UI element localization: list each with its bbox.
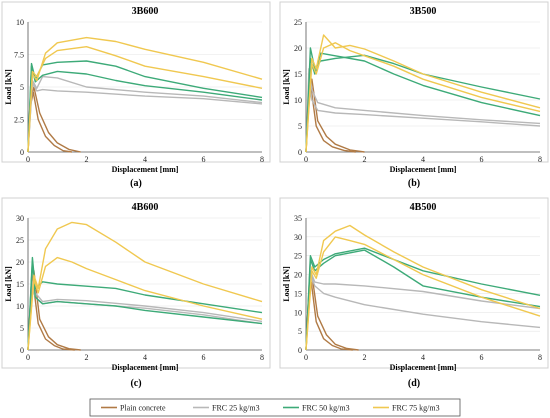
series-line-frc50 bbox=[27, 65, 263, 153]
legend-label-frc50: FRC 50 kg/m3 bbox=[302, 404, 350, 413]
legend-item-frc75: FRC 75 kg/m3 bbox=[373, 404, 440, 413]
x-tick-label: 0 bbox=[26, 155, 30, 164]
x-axis-title: Displacement [mm] bbox=[112, 165, 179, 174]
legend-item-frc25: FRC 25 kg/m3 bbox=[193, 404, 260, 413]
x-tick-label: 0 bbox=[304, 353, 308, 362]
x-tick-label: 6 bbox=[480, 155, 484, 164]
series-line-frc75 bbox=[305, 42, 541, 153]
y-axis-title: Load [kN] bbox=[4, 266, 13, 302]
x-axis-title: Displacement [mm] bbox=[112, 363, 179, 372]
y-tick-label: 20 bbox=[16, 258, 24, 267]
x-tick-label: 2 bbox=[85, 155, 89, 164]
y-axis-title: Load [kN] bbox=[282, 266, 291, 302]
chart-panel-4B500: 0 5 10 15 20 25 30 35 0 2 4 6 8 4B500 Displacement [mm… bbox=[279, 197, 549, 372]
y-tick-label: 20 bbox=[294, 44, 302, 53]
y-tick-label: 7.5 bbox=[14, 51, 24, 60]
x-tick-label: 0 bbox=[26, 353, 30, 362]
x-axis-title: Displacement [mm] bbox=[390, 165, 457, 174]
y-tick-label: 5 bbox=[298, 327, 302, 336]
x-tick-label: 6 bbox=[202, 353, 206, 362]
x-tick-label: 2 bbox=[363, 155, 367, 164]
y-tick-label: 30 bbox=[294, 233, 302, 242]
chart-panel-4B600: 0 5 10 15 20 25 30 0 2 4 6 8 4B600 Displacement [mm] L… bbox=[1, 197, 271, 372]
y-tick-label: 0 bbox=[298, 346, 302, 355]
panel-caption: (b) bbox=[408, 178, 420, 189]
y-tick-label: 5 bbox=[20, 324, 24, 333]
chart-panel-3B600: 0 2.5 5 7.5 10 0 2 4 6 8 3B600 Displacement [mm] Loa… bbox=[1, 1, 271, 174]
legend-item-frc50: FRC 50 kg/m3 bbox=[283, 404, 350, 413]
panel-caption: (d) bbox=[408, 378, 420, 389]
x-tick-label: 4 bbox=[143, 155, 147, 164]
series-line-frc75 bbox=[305, 236, 541, 351]
panel-title: 4B600 bbox=[132, 202, 159, 213]
legend-label-frc25: FRC 25 kg/m3 bbox=[212, 404, 260, 413]
y-tick-label: 25 bbox=[294, 252, 302, 261]
series-line-frc75 bbox=[27, 256, 263, 351]
x-tick-label: 4 bbox=[421, 353, 425, 362]
y-tick-label: 10 bbox=[294, 308, 302, 317]
series-line-frc50 bbox=[305, 249, 541, 351]
legend-box bbox=[89, 398, 461, 417]
series-line-frc75 bbox=[27, 46, 263, 153]
series-line-frc75 bbox=[305, 224, 541, 351]
y-tick-label: 0 bbox=[20, 148, 24, 157]
y-tick-label: 0 bbox=[298, 148, 302, 157]
legend-label-frc75: FRC 75 kg/m3 bbox=[392, 404, 440, 413]
y-tick-label: 0 bbox=[20, 346, 24, 355]
x-tick-label: 4 bbox=[421, 155, 425, 164]
y-tick-label: 25 bbox=[294, 18, 302, 27]
x-tick-label: 0 bbox=[304, 155, 308, 164]
y-tick-label: 30 bbox=[16, 214, 24, 223]
y-tick-label: 10 bbox=[294, 96, 302, 105]
x-tick-label: 6 bbox=[480, 353, 484, 362]
panel-caption: (c) bbox=[130, 378, 141, 389]
y-tick-label: 35 bbox=[294, 214, 302, 223]
x-tick-label: 8 bbox=[538, 155, 542, 164]
series-line-frc25 bbox=[27, 75, 263, 153]
y-axis-title: Load [kN] bbox=[282, 69, 291, 105]
y-tick-label: 5 bbox=[298, 122, 302, 131]
series-line-frc75 bbox=[27, 221, 263, 351]
y-tick-label: 5 bbox=[20, 83, 24, 92]
x-tick-label: 8 bbox=[538, 353, 542, 362]
series-line-frc50 bbox=[305, 247, 541, 351]
x-axis-title: Displacement [mm] bbox=[390, 363, 457, 372]
y-tick-label: 15 bbox=[294, 70, 302, 79]
panel-caption: (a) bbox=[130, 178, 142, 189]
chart-panels: 0 2.5 5 7.5 10 0 2 4 6 8 3B600 Displacement [mm] Loa… bbox=[1, 1, 549, 389]
y-tick-label: 25 bbox=[16, 236, 24, 245]
series-line-frc25 bbox=[27, 82, 263, 153]
legend-item-plain: Plain concrete bbox=[101, 404, 166, 413]
x-tick-label: 6 bbox=[202, 155, 206, 164]
y-axis-title: Load [kN] bbox=[4, 69, 13, 105]
panel-title: 4B500 bbox=[410, 202, 437, 213]
series-line-frc75 bbox=[27, 36, 263, 153]
x-tick-label: 4 bbox=[143, 353, 147, 362]
series-line-frc75 bbox=[305, 34, 541, 153]
x-tick-label: 8 bbox=[260, 353, 264, 362]
x-tick-label: 2 bbox=[85, 353, 89, 362]
chart-panel-3B500: 0 5 10 15 20 25 0 2 4 6 8 3B500 Displacement [mm] Loa… bbox=[279, 1, 549, 174]
y-tick-label: 15 bbox=[294, 289, 302, 298]
y-tick-label: 20 bbox=[294, 271, 302, 280]
x-tick-label: 8 bbox=[260, 155, 264, 164]
y-tick-label: 15 bbox=[16, 280, 24, 289]
panel-frame bbox=[1, 1, 271, 163]
panel-title: 3B500 bbox=[410, 6, 437, 17]
y-tick-label: 10 bbox=[16, 18, 24, 27]
panel-title: 3B600 bbox=[132, 6, 159, 17]
y-tick-label: 2.5 bbox=[14, 116, 24, 125]
legend-label-plain: Plain concrete bbox=[120, 404, 166, 413]
legend: Plain concrete FRC 25 kg/m3 FRC 50 kg/m3… bbox=[89, 398, 461, 417]
x-tick-label: 2 bbox=[363, 353, 367, 362]
y-tick-label: 10 bbox=[16, 302, 24, 311]
